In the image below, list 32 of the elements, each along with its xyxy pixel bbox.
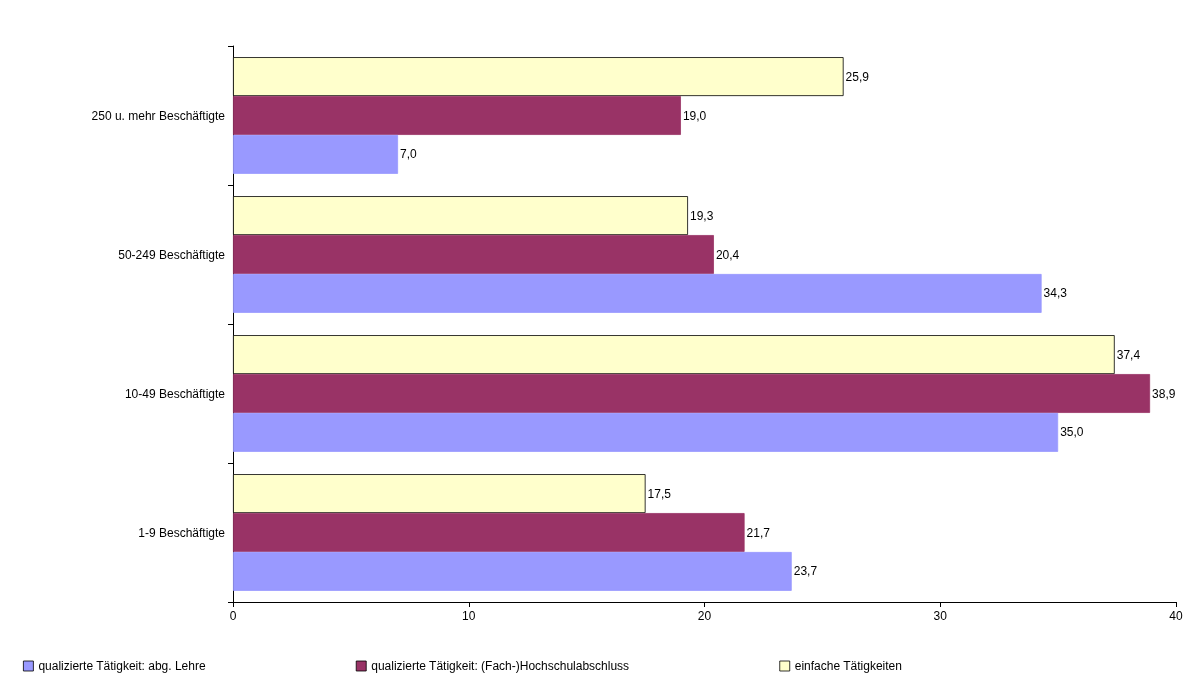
x-tick-label: 40 bbox=[1169, 609, 1183, 623]
data-label: 20,4 bbox=[715, 247, 740, 262]
y-tick-label: 1-9 Beschäftigte bbox=[138, 525, 226, 540]
bar bbox=[233, 513, 745, 552]
bar bbox=[233, 235, 714, 274]
x-tick-label: 0 bbox=[229, 609, 237, 623]
y-tick-label: 250 u. mehr Beschäftigte bbox=[91, 108, 226, 123]
bar bbox=[233, 551, 792, 591]
data-label: 35,0 bbox=[1060, 425, 1084, 440]
data-label: 38,9 bbox=[1152, 386, 1176, 401]
x-tick-label: 20 bbox=[697, 609, 712, 623]
data-label: 17,5 bbox=[647, 486, 672, 501]
data-label: 23,7 bbox=[793, 564, 818, 579]
bar bbox=[233, 412, 1059, 452]
data-label: 21,7 bbox=[746, 525, 771, 540]
legend-label: qualizierte Tätigkeit: abg. Lehre bbox=[38, 659, 206, 673]
bar bbox=[233, 96, 681, 135]
legend-label: einfache Tätigkeiten bbox=[794, 659, 902, 673]
data-label: 19,3 bbox=[690, 208, 714, 223]
bar bbox=[233, 374, 1151, 413]
x-tick-label: 30 bbox=[933, 609, 948, 623]
y-tick-label: 10-49 Beschäftigte bbox=[124, 386, 226, 401]
legend-label: qualizierte Tätigkeit: (Fach-)Hochschulabschluss bbox=[371, 659, 630, 673]
data-label: 7,0 bbox=[400, 147, 418, 162]
bar bbox=[233, 273, 1042, 313]
y-tick-label: 50-249 Beschäftigte bbox=[118, 247, 226, 262]
data-label: 34,3 bbox=[1043, 286, 1068, 301]
data-label: 19,0 bbox=[682, 108, 707, 123]
bar bbox=[233, 134, 399, 174]
data-label: 37,4 bbox=[1116, 347, 1141, 362]
data-label: 25,9 bbox=[845, 69, 870, 84]
x-tick-label: 10 bbox=[462, 609, 476, 623]
